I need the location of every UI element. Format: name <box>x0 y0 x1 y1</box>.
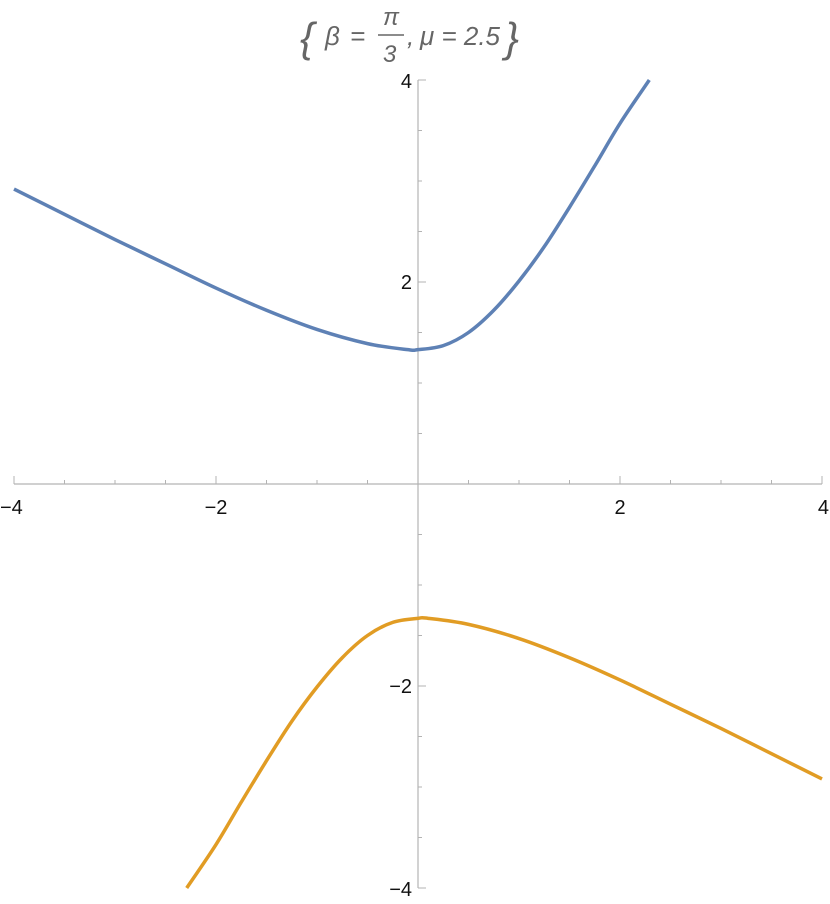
x-tick-label: 2 <box>614 497 625 519</box>
y-tick-label: −4 <box>389 879 412 901</box>
y-tick-label: 4 <box>401 71 412 93</box>
x-tick-label: −2 <box>205 497 228 519</box>
title-pi-symbol: π <box>383 4 400 31</box>
title-separator: , <box>407 21 414 51</box>
x-tick-label: 4 <box>818 497 829 519</box>
axes <box>13 79 823 889</box>
chart-title: { β = π 3 , μ = 2.5 } <box>300 4 519 68</box>
y-tick-label: −2 <box>389 676 412 698</box>
title-beta-symbol: β <box>324 21 340 51</box>
series-line-2 <box>185 615 823 889</box>
tick-labels: −4 −2 2 4 4 2 −2 −4 <box>0 71 829 901</box>
title-equals: = <box>350 21 365 51</box>
y-tick-label: 2 <box>401 272 412 294</box>
series-line-1 <box>13 79 651 353</box>
title-close-brace: } <box>501 14 519 61</box>
x-tick-label: −4 <box>0 497 23 519</box>
series-layer <box>13 79 823 889</box>
title-mu-label: μ = 2.5 <box>419 21 501 51</box>
title-denominator: 3 <box>383 41 397 68</box>
title-open-brace: { <box>300 14 318 61</box>
